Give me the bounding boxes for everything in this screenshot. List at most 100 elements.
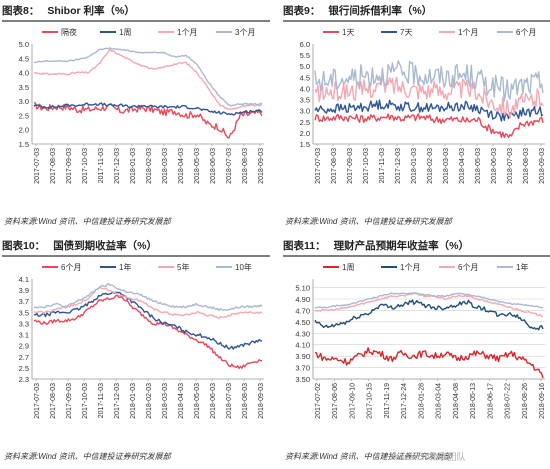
- series-line-0: [33, 294, 262, 370]
- y-tick-label: 5.0: [19, 40, 29, 49]
- y-tick-label: 3.90: [295, 352, 310, 361]
- figure-label: 图表10：: [2, 240, 46, 252]
- x-tick-label: 2017-12-24: [401, 383, 408, 419]
- series-line-1: [33, 291, 263, 350]
- x-tick-label: 2018-07-03: [226, 148, 233, 184]
- chart-svg: 1.5 2.0 2.5 3.0 3.5 4.0 4.5 5.0 5.5 6.0 2017-07-03…: [300, 28, 546, 184]
- x-tick-label: 2017-11-03: [98, 383, 105, 418]
- y-tick-label: 4.90: [295, 295, 310, 304]
- panel-treasury: 图表10： 国债到期收益率（%） 2.3 2.5 2.7 2.9 3.1 3.3 3.5 3.7…: [2, 239, 270, 467]
- series-line-2: [33, 286, 263, 320]
- y-tick-label: 3.70: [295, 364, 310, 373]
- y-tick-label: 3.0: [19, 97, 29, 106]
- y-tick-label: 3.3: [19, 319, 29, 328]
- chart-svg: 2.3 2.5 2.7 2.9 3.1 3.3 3.5 3.7 3.9 4.1 2017-07-03…: [19, 262, 265, 419]
- treasury-line-chart: 2.3 2.5 2.7 2.9 3.1 3.3 3.5 3.7 3.9 4.1 2017-07-03…: [2, 259, 270, 449]
- legend-label: 1个月: [400, 263, 420, 272]
- legend-label: 10年: [235, 262, 252, 272]
- chart-svg: 3.50 3.70 3.90 4.10 4.30 4.50 4.70 4.90 5.10 2017…: [295, 262, 546, 419]
- legend-label: 7天: [400, 28, 412, 37]
- y-tick-label: 3.50: [295, 375, 310, 384]
- figure-title: 国债到期收益率（%）: [53, 240, 158, 252]
- x-tick-label: 2017-09-03: [347, 148, 354, 184]
- x-tick-label: 2017-10-03: [363, 148, 370, 184]
- x-tick-label: 2018-08-03: [523, 148, 530, 184]
- legend-label: 3个月: [235, 28, 255, 37]
- figure-title: Shibor 利率（%）: [47, 5, 135, 17]
- legend-label: 1年: [516, 262, 528, 272]
- panel-title-bar: 图表9： 银行间拆借利率（%）: [283, 4, 550, 22]
- x-tick-label: 2018-02-03: [427, 148, 434, 184]
- x-tick-label: 2018-06-03: [491, 148, 498, 184]
- x-tick-label: 2018-02-03: [146, 383, 153, 419]
- x-tick-label: 2017-08-03: [50, 383, 57, 419]
- figure-label: 图表8：: [2, 5, 40, 17]
- x-tick-label: 2017-11-03: [379, 148, 386, 183]
- legend-label: 1周: [342, 263, 354, 272]
- y-tick-label: 3.5: [19, 83, 29, 92]
- x-tick-label: 2018-07-03: [226, 383, 233, 419]
- legend-label: 6个月: [458, 263, 478, 272]
- y-tick-label: 2.5: [19, 111, 29, 120]
- wealth-line-chart: 3.50 3.70 3.90 4.10 4.30 4.50 4.70 4.90 5.10 2017…: [283, 259, 550, 449]
- legend-label: 1年: [119, 262, 131, 272]
- figure-label: 图表9：: [283, 5, 321, 17]
- legend-label: 1个月: [177, 28, 197, 37]
- y-tick-label: 3.5: [19, 308, 29, 317]
- y-tick-label: 4.30: [295, 329, 310, 338]
- x-tick-label: 2018-08-26: [522, 383, 529, 419]
- y-tick-label: 2.0: [300, 129, 310, 138]
- y-tick-label: 4.50: [295, 318, 310, 327]
- y-tick-label: 2.0: [19, 126, 29, 135]
- y-tick-label: 3.7: [19, 297, 29, 306]
- x-tick-label: 2018-05-13: [470, 383, 477, 419]
- x-tick-label: 2018-04-08: [453, 383, 460, 419]
- legend-label: 1个月: [458, 28, 478, 37]
- x-tick-label: 2018-09-03: [258, 148, 265, 184]
- y-tick-label: 4.70: [295, 306, 310, 315]
- legend-label: 6个月: [61, 263, 81, 272]
- y-tick-label: 4.10: [295, 341, 310, 350]
- legend-label: 6个月: [516, 28, 536, 37]
- x-tick-label: 2017-10-15: [367, 383, 374, 419]
- y-tick-label: 2.7: [19, 353, 29, 362]
- x-tick-label: 2017-10-03: [82, 383, 89, 419]
- x-tick-label: 2017-08-03: [331, 148, 338, 184]
- watermark: research/物联团队: [392, 452, 466, 462]
- x-tick-label: 2017-07-02: [315, 383, 322, 419]
- x-tick-label: 2018-06-03: [210, 148, 217, 184]
- x-tick-label: 2018-08-03: [242, 383, 249, 419]
- series-line-2: [314, 292, 544, 318]
- x-tick-label: 2017-09-03: [66, 148, 73, 184]
- x-tick-label: 2017-07-03: [34, 383, 41, 419]
- legend-label: 1天: [342, 28, 354, 37]
- x-tick-label: 2017-11-03: [98, 148, 105, 183]
- series-line-3: [33, 283, 263, 312]
- y-tick-label: 3.0: [300, 107, 310, 116]
- x-tick-label: 2018-06-17: [487, 383, 494, 419]
- panel-title-bar: 图表8： Shibor 利率（%）: [2, 4, 270, 22]
- y-tick-label: 5.0: [300, 62, 310, 71]
- shibor-line-chart: 1.5 2.0 2.5 3.0 3.5 4.0 4.5 5.0 2017-07-03 2017-0…: [2, 24, 270, 214]
- x-tick-label: 2018-01-28: [418, 383, 425, 419]
- x-tick-label: 2017-12-03: [395, 148, 402, 184]
- x-tick-label: 2017-08-06: [332, 383, 339, 419]
- panel-interbank: 图表9： 银行间拆借利率（%） 1.5 2.0 2.5 3.0 3.5 4.0 4.5 5.0 5…: [283, 4, 550, 232]
- legend-label: 5年: [177, 262, 189, 272]
- figure-title: 理财产品预期年收益率（%）: [333, 240, 469, 252]
- x-tick-label: 2018-02-03: [146, 148, 153, 184]
- x-tick-label: 2018-01-03: [130, 148, 137, 184]
- y-tick-label: 6.0: [300, 40, 310, 49]
- series-line-3: [314, 292, 544, 309]
- y-tick-label: 2.5: [19, 364, 29, 373]
- x-tick-label: 2018-06-03: [210, 383, 217, 419]
- series-line-0: [314, 113, 544, 139]
- legend-label: 1周: [119, 28, 131, 37]
- panel-shibor: 图表8： Shibor 利率（%） 1.5 2.0 2.5 3.0 3.5 4.0 4.5 5.…: [2, 4, 270, 232]
- panel-title-bar: 图表10： 国债到期收益率（%）: [2, 239, 270, 257]
- y-tick-label: 4.5: [300, 73, 310, 82]
- x-tick-label: 2018-04-03: [459, 148, 466, 184]
- x-tick-label: 2018-07-22: [505, 383, 512, 419]
- panel-wealth: 图表11： 理财产品预期年收益率（%） 3.50 3.70 3.90 4.10 4.30 4…: [283, 239, 550, 467]
- x-tick-label: 2017-09-03: [66, 383, 73, 419]
